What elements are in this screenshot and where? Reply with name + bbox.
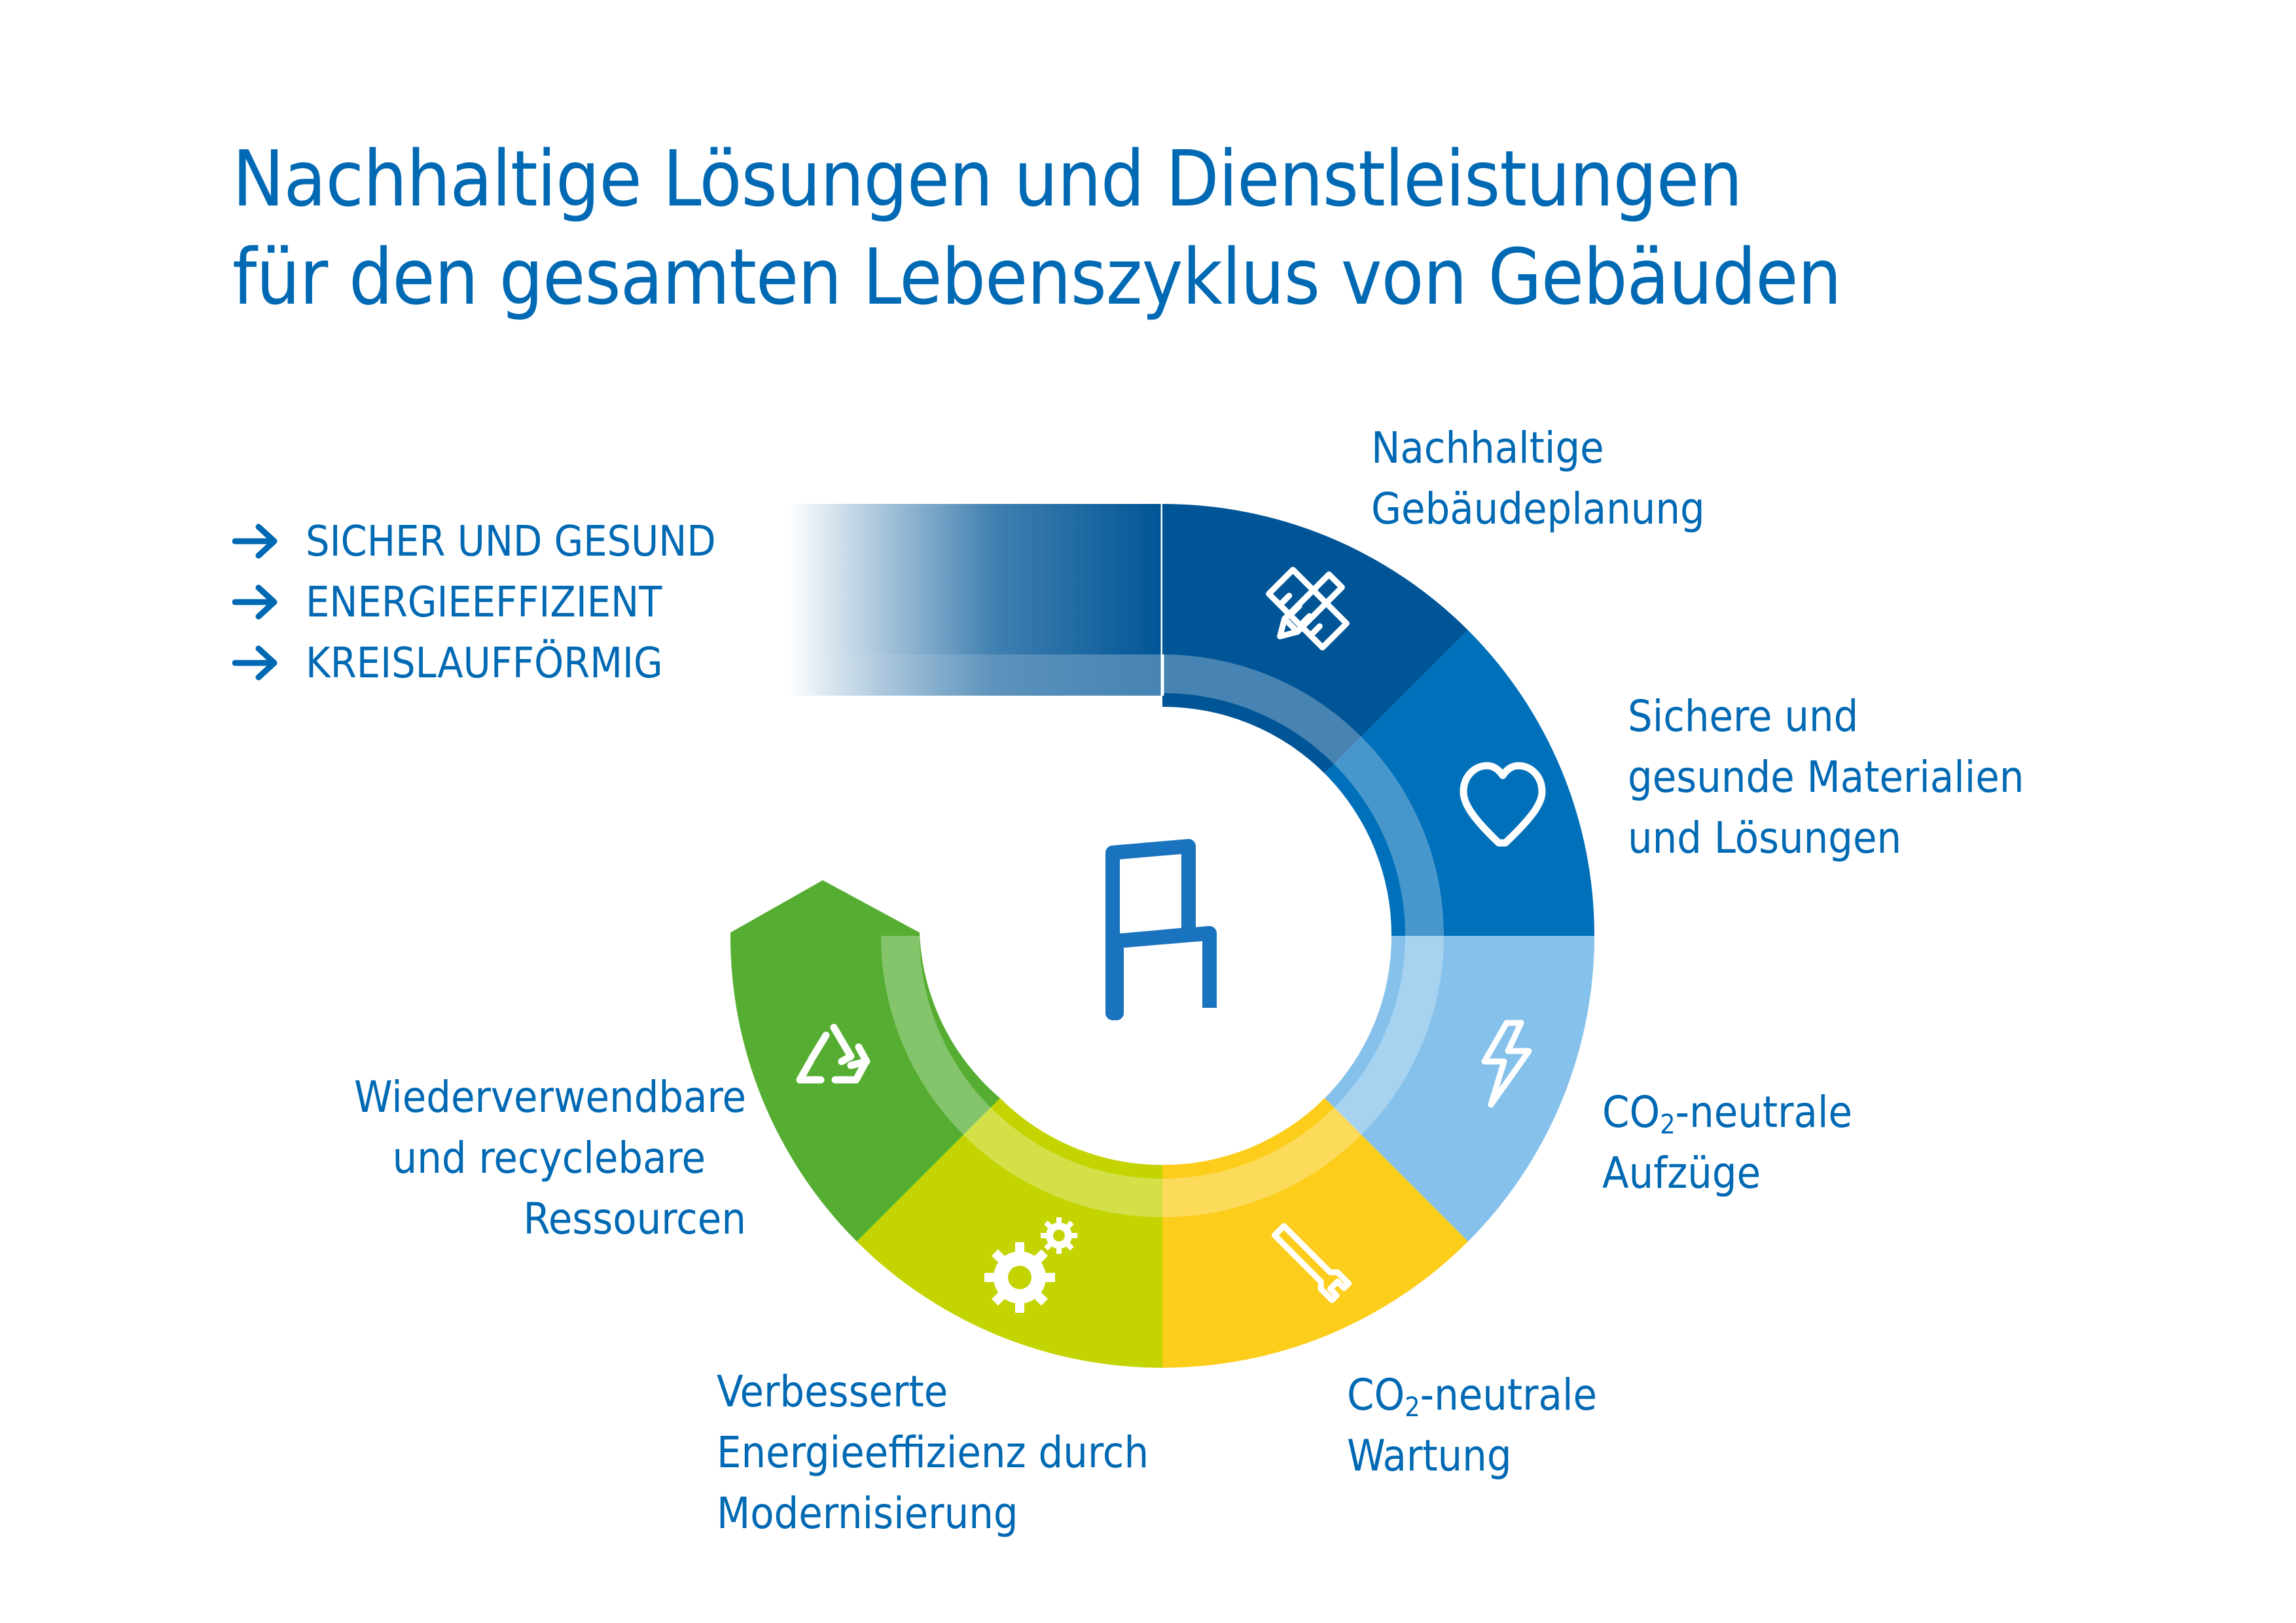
arrow-right-icon [232, 584, 278, 620]
gears-icon [984, 1217, 1077, 1313]
label-elevators: CO2-neutrale Aufzüge [1602, 1087, 1852, 1198]
label-materials: Sichere und gesunde Materialien und Lösu… [1628, 691, 2024, 863]
title-line-2: für den gesamten Lebenszyklus von Gebäud… [232, 232, 1842, 322]
bullet-2: ENERGIEEFFIZIENT [306, 579, 662, 627]
segment-maintenance [1162, 1098, 1468, 1368]
arrow-right-icon [232, 524, 278, 559]
segment-modernization [857, 1098, 1162, 1368]
schindler-logo [1105, 839, 1217, 1020]
bullet-1: SICHER UND GESUND [306, 518, 716, 566]
arrow-right-icon [232, 645, 278, 681]
title-line-1: Nachhaltige Lösungen und Dienstleistunge… [232, 134, 1743, 224]
pencil-overlay [1277, 571, 1345, 639]
segment-elevators [1325, 936, 1595, 1241]
wrench-icon [1271, 1222, 1352, 1304]
label-modernization: Verbesserte Energieeffizienz durch Moder… [717, 1366, 1149, 1539]
band-inner-ring [788, 654, 1162, 696]
label-resources: Wiederverwendbare und recyclebare Ressou… [353, 1072, 746, 1244]
heart-icon [1460, 762, 1546, 847]
recycle-icon [796, 1024, 870, 1084]
lightning-icon [1481, 1020, 1532, 1108]
label-planning: Nachhaltige Gebäudeplanung [1371, 423, 1705, 534]
label-maintenance: CO2-neutrale Wartung [1347, 1370, 1597, 1481]
bullet-3: KREISLAUFFÖRMIG [306, 639, 663, 688]
segment-materials [1325, 630, 1595, 936]
